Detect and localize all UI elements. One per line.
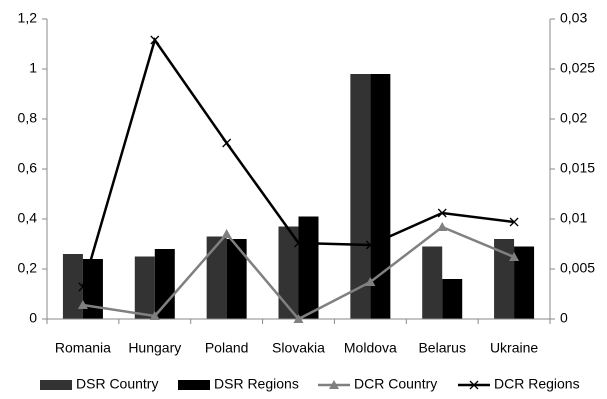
line-marker xyxy=(365,277,376,286)
bar xyxy=(494,239,515,319)
y-tick-label: 0,2 xyxy=(18,260,38,276)
legend-marker xyxy=(329,380,339,389)
y-tick-label: 0,8 xyxy=(18,110,38,126)
x-tick-label: Poland xyxy=(205,340,249,356)
bar xyxy=(278,226,299,319)
legend-label: DSR Country xyxy=(76,376,158,392)
bar xyxy=(134,256,155,319)
bar xyxy=(298,216,319,319)
x-tick-label: Ukraine xyxy=(490,340,538,356)
x-tick-label: Belarus xyxy=(418,340,465,356)
x-tick-label: Slovakia xyxy=(272,340,325,356)
x-tick-label: Moldova xyxy=(344,340,397,356)
y-tick-label: 0,4 xyxy=(18,210,38,226)
line-marker xyxy=(293,314,304,323)
line-marker xyxy=(509,252,520,261)
line-marker xyxy=(221,229,232,238)
legend-label: DCR Regions xyxy=(494,376,580,392)
y2-tick-label: 0,015 xyxy=(560,160,595,176)
line-marker xyxy=(150,35,160,45)
line-marker xyxy=(149,311,160,320)
line-marker xyxy=(294,238,303,248)
line-marker xyxy=(365,240,375,250)
bar xyxy=(206,236,227,319)
line-marker xyxy=(77,300,88,309)
y-tick-label: 0,6 xyxy=(18,160,38,176)
y2-tick-label: 0,005 xyxy=(560,260,595,276)
legend-label: DSR Regions xyxy=(214,376,299,392)
y2-tick-label: 0,025 xyxy=(560,60,595,76)
bar xyxy=(370,74,391,319)
bar xyxy=(514,246,535,319)
bar xyxy=(422,246,443,319)
legend-swatch xyxy=(178,380,210,390)
bar xyxy=(350,74,371,319)
line-marker xyxy=(78,282,88,292)
line-marker xyxy=(437,222,448,231)
y2-tick-label: 0 xyxy=(560,310,568,326)
bar xyxy=(82,259,103,319)
y2-tick-label: 0,03 xyxy=(560,10,587,26)
bar xyxy=(62,254,83,319)
y-tick-label: 0 xyxy=(29,310,37,326)
legend-label: DCR Country xyxy=(354,376,437,392)
bar xyxy=(154,249,175,319)
line-marker xyxy=(222,138,232,148)
y-tick-label: 1 xyxy=(29,60,37,76)
bar xyxy=(442,279,463,319)
x-tick-label: Romania xyxy=(55,340,111,356)
y2-tick-label: 0,01 xyxy=(560,210,587,226)
line-marker xyxy=(437,208,447,218)
y2-tick-label: 0,02 xyxy=(560,110,587,126)
x-tick-label: Hungary xyxy=(128,340,181,356)
bar xyxy=(226,239,247,319)
line-marker xyxy=(509,217,519,227)
legend-swatch xyxy=(40,380,72,390)
legend-marker xyxy=(469,380,479,390)
y-tick-label: 1,2 xyxy=(18,10,38,26)
